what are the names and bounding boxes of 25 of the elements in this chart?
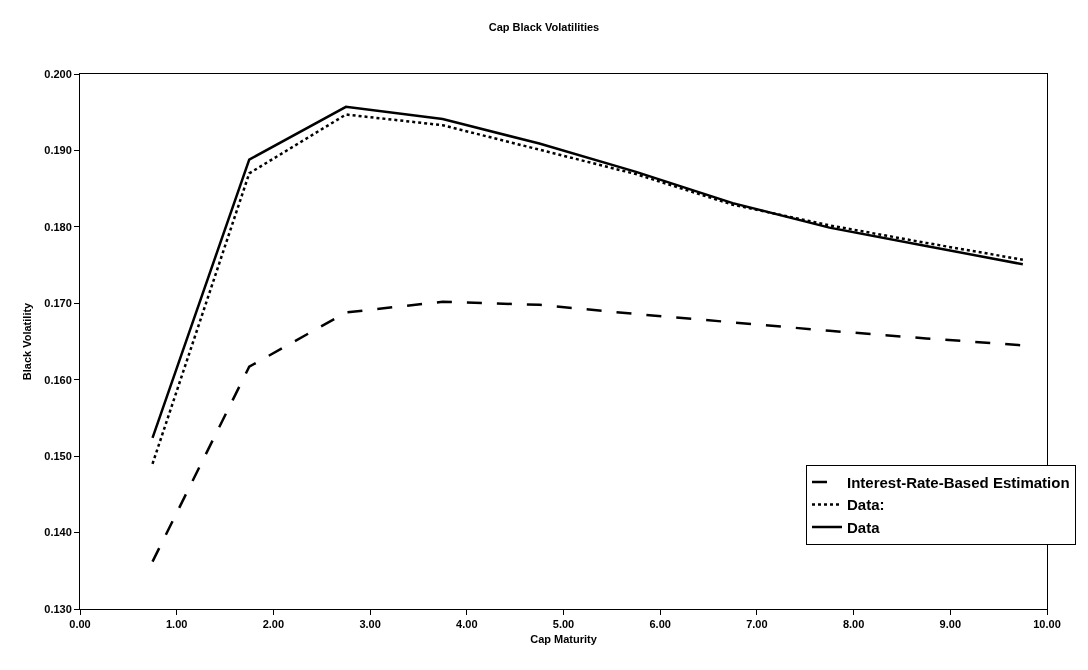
legend-label: Data (847, 518, 881, 536)
x-tick-label: 3.00 (359, 618, 381, 631)
chart-title: Cap Black Volatilities (488, 21, 600, 34)
y-tick-label: 0.160 (44, 373, 72, 386)
x-tick-label: 1.00 (165, 618, 188, 631)
y-tick-label: 0.130 (44, 602, 72, 615)
y-tick-label: 0.190 (44, 144, 72, 157)
x-tick-label: 8.00 (842, 618, 865, 631)
y-tick-label: 0.170 (44, 297, 72, 310)
y-axis-title: Black Volatility (20, 301, 33, 381)
x-tick-label: 7.00 (746, 618, 768, 631)
y-tick-label: 0.180 (44, 220, 72, 233)
x-tick-label: 9.00 (939, 618, 962, 631)
y-tick-label: 0.200 (44, 67, 72, 80)
x-tick-label: 2.00 (262, 618, 285, 631)
legend-label: Data: (847, 496, 885, 514)
x-axis-title: Cap Maturity (530, 633, 598, 646)
x-tick-label: 0.00 (69, 618, 91, 631)
x-tick-label: 10.00 (1033, 618, 1061, 631)
y-tick-label: 0.150 (44, 449, 72, 462)
x-tick-label: 6.00 (649, 618, 671, 631)
x-tick-label: 5.00 (552, 618, 575, 631)
legend-label: Interest-Rate-Based Estimation (847, 473, 1070, 491)
y-tick-label: 0.140 (44, 526, 72, 539)
x-tick-label: 4.00 (456, 618, 478, 631)
